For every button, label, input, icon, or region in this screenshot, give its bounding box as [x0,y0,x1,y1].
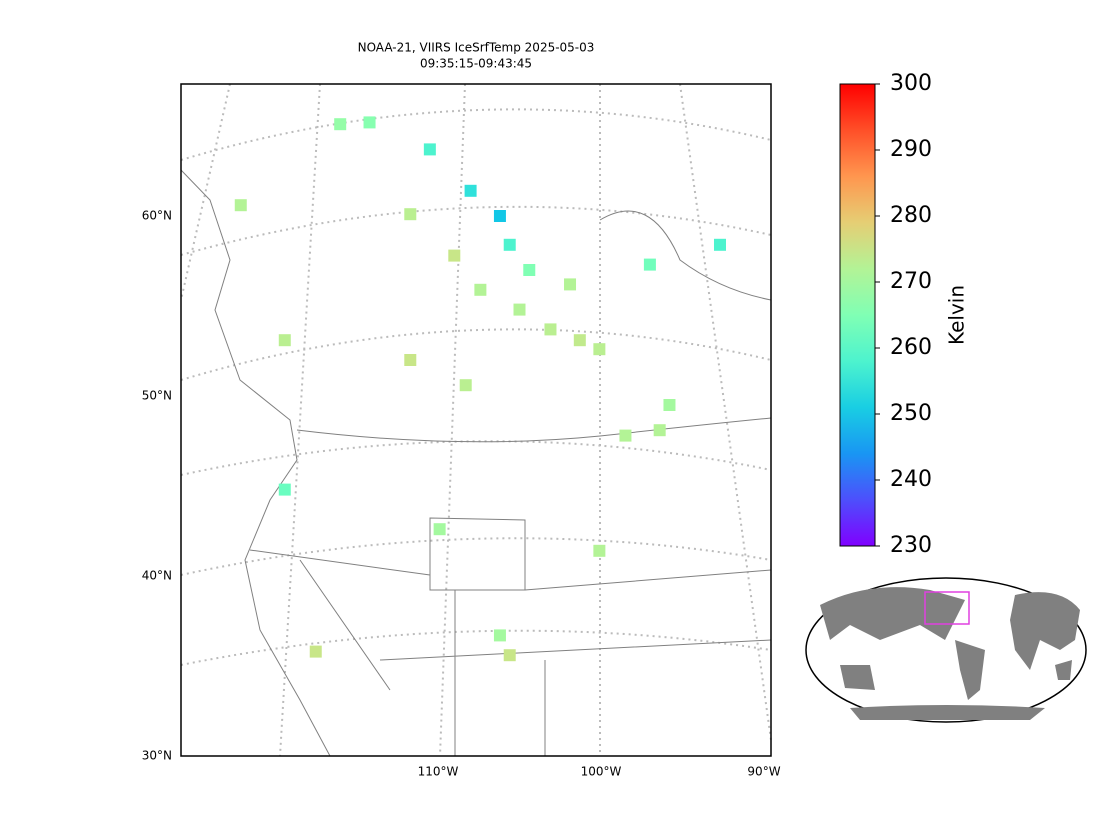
colorbar-tick-label: 270 [890,269,932,294]
temperature-pixel [593,544,606,557]
temperature-pixel [493,210,506,222]
temperature-pixel [474,283,487,296]
temperature-pixel [619,429,632,442]
temperature-pixel [278,483,291,496]
temperature-pixel [309,645,322,658]
temperature-pixel [278,334,291,347]
temperature-pixel [334,118,347,131]
temperature-pixel [404,354,417,366]
colorbar-tick-label: 290 [890,137,932,162]
colorbar-tick-label: 300 [890,71,932,96]
temperature-pixel [544,323,557,336]
temperature-pixel [523,264,536,276]
temperature-pixel [593,343,606,356]
map-layer [180,83,772,757]
colorbar-tick-label: 260 [890,335,932,360]
temperature-pixel [423,143,436,156]
temperature-pixel [234,199,247,212]
temperature-pixel [433,523,446,536]
inset-globe [805,577,1087,723]
colorbar-label: Kelvin [945,285,969,345]
temperature-pixel [459,379,472,392]
colorbar [839,83,876,547]
colorbar-tick-label: 250 [890,401,932,426]
temperature-pixel [713,238,726,251]
temperature-pixel [448,249,461,262]
temperature-pixel [573,334,586,347]
lon-label: 110°W [418,765,459,779]
title-line: 09:35:15-09:43:45 [420,57,532,71]
temperature-pixel [464,184,477,197]
lat-label: 60°N [142,209,172,223]
temperature-pixel [663,399,676,411]
temperature-pixel [653,424,666,437]
title-line: NOAA-21, VIIRS IceSrfTemp 2025-05-03 [358,41,595,55]
colorbar-tick-label: 280 [890,203,932,228]
temperature-pixel [503,238,516,251]
colorbar-tick-label: 240 [890,467,932,492]
lon-label: 90°W [747,765,780,779]
temperature-pixel [493,629,506,642]
temperature-pixel [643,258,656,271]
map-frame [180,83,772,757]
lon-label: 100°W [581,765,622,779]
temperature-pixel [404,208,417,221]
temperature-pixel [564,278,577,291]
colorbar-tick-label: 230 [890,533,932,558]
temperature-pixel [513,303,526,316]
lat-label: 50°N [142,389,172,403]
lat-label: 40°N [142,569,172,583]
temperature-pixel [363,116,376,129]
temperature-pixel [503,649,516,662]
lat-label: 30°N [142,749,172,763]
